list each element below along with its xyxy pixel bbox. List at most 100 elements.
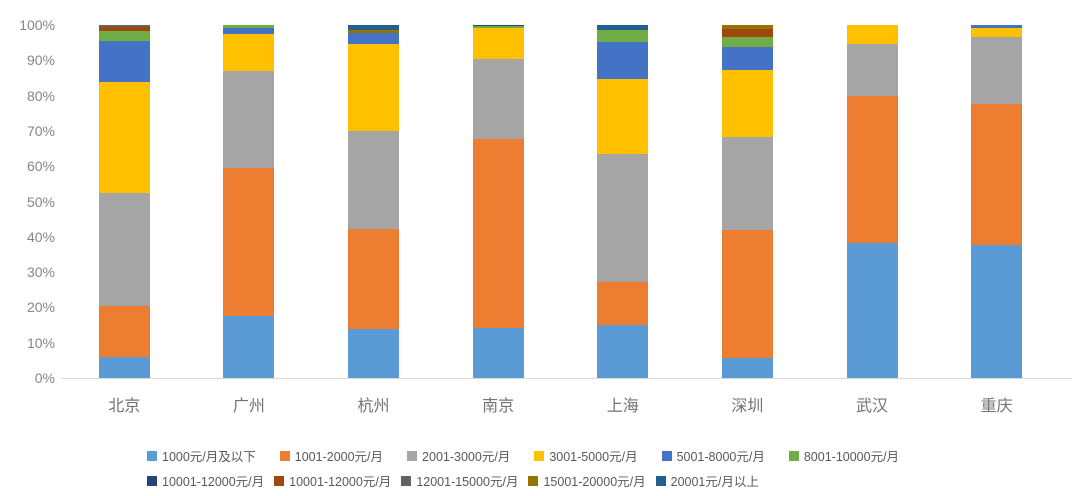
category-label: 武汉 bbox=[856, 398, 889, 415]
bar-segment bbox=[223, 27, 275, 34]
bar-segment bbox=[971, 25, 1023, 28]
legend-swatch bbox=[534, 450, 545, 461]
legend-label: 10001-12000元/月 bbox=[289, 475, 392, 489]
bar-segment bbox=[98, 25, 150, 27]
bar-segment bbox=[472, 139, 524, 328]
bar-segment bbox=[846, 95, 898, 244]
legend-item: 5001-8000元/月 bbox=[661, 446, 765, 465]
bar-segment bbox=[348, 328, 400, 378]
legend-swatch bbox=[147, 450, 157, 461]
y-tick-label: 60% bbox=[26, 158, 55, 175]
y-tick-label: 100% bbox=[19, 17, 55, 33]
bar-segment bbox=[223, 25, 275, 28]
legend-item: 3001-5000元/月 bbox=[534, 446, 638, 465]
legend-item: 1001-2000元/月 bbox=[279, 446, 384, 465]
legend-swatch bbox=[279, 450, 290, 461]
legend-label: 5001-8000元/月 bbox=[676, 450, 765, 464]
bar-segment bbox=[721, 28, 773, 37]
legend-label: 20001元/月以上 bbox=[670, 475, 759, 489]
legend-item: 20001元/月以上 bbox=[655, 471, 759, 490]
stacked-bar-4 bbox=[472, 25, 524, 378]
y-tick-label: 90% bbox=[26, 52, 55, 69]
category-label: 上海 bbox=[606, 398, 639, 415]
category-slot bbox=[187, 25, 312, 378]
category-slot bbox=[311, 25, 436, 378]
x-axis-labels: 北京 广州 杭州 南京 上海 深圳 武汉 重庆 bbox=[62, 392, 1059, 416]
y-tick-label: 0% bbox=[34, 370, 55, 386]
bar-segment bbox=[721, 229, 773, 358]
legend-label: 15001-20000元/月 bbox=[543, 475, 646, 489]
y-axis: 0% 10% 20% 30% 40% 50% 60% 70% 80% 90% 100% bbox=[0, 17, 55, 386]
bar-segment bbox=[98, 192, 150, 306]
y-tick-label: 70% bbox=[26, 122, 55, 139]
bar-segment bbox=[971, 104, 1023, 245]
bar-segment bbox=[223, 167, 275, 317]
bar-segment bbox=[597, 25, 649, 30]
legend-item: 2001-3000元/月 bbox=[407, 446, 510, 465]
legend-row-2: 10001-12000元/月 10001-12000元/月 12001-15000元… bbox=[147, 471, 759, 490]
plot-area bbox=[62, 25, 1059, 378]
bar-segment bbox=[98, 356, 150, 378]
category-slot bbox=[685, 25, 810, 378]
stacked-bar-5 bbox=[597, 25, 649, 378]
stacked-bar-2 bbox=[223, 25, 275, 378]
bar-segment bbox=[223, 70, 275, 168]
bar-segment bbox=[721, 357, 773, 378]
bar-segment bbox=[472, 27, 524, 60]
legend-label: 8001-10000元/月 bbox=[803, 450, 900, 464]
y-tick-label: 30% bbox=[26, 264, 55, 281]
category-slot bbox=[561, 25, 686, 378]
stacked-bar-7 bbox=[846, 25, 898, 378]
bar-segment bbox=[348, 44, 400, 131]
legend-label: 1001-2000元/月 bbox=[294, 450, 384, 464]
bar-segment bbox=[98, 81, 150, 193]
bar-segment bbox=[597, 42, 649, 80]
y-tick-label: 10% bbox=[26, 334, 55, 351]
legend-swatch bbox=[655, 475, 666, 486]
bar-segment bbox=[597, 325, 649, 378]
bar-segment bbox=[721, 47, 773, 70]
stacked-bar-3 bbox=[348, 25, 400, 378]
legend-item: 12001-15000元/月 bbox=[401, 471, 518, 490]
bar-segment bbox=[98, 305, 150, 357]
bar-segment bbox=[472, 327, 524, 378]
bar-segment bbox=[846, 44, 898, 96]
legend-swatch bbox=[401, 475, 412, 486]
bar-segment bbox=[348, 33, 400, 45]
y-tick-label: 80% bbox=[26, 87, 55, 104]
bar-segment bbox=[472, 59, 524, 140]
category-slot bbox=[810, 25, 935, 378]
legend-row-1: 1000元/月及以下 1001-2000元/月 2001-3000元/月 3001-5… bbox=[147, 446, 899, 465]
bar-segment bbox=[971, 37, 1023, 105]
legend-swatch bbox=[407, 450, 418, 461]
bar-segment bbox=[721, 69, 773, 138]
bar-segment bbox=[971, 27, 1023, 38]
bar-segment bbox=[971, 244, 1023, 378]
bar-segment bbox=[721, 137, 773, 230]
legend-label: 12001-15000元/月 bbox=[416, 475, 519, 489]
bar-segment bbox=[721, 25, 773, 29]
bar-segment bbox=[348, 25, 400, 30]
stacked-bar-1 bbox=[98, 25, 150, 378]
legend-label: 10001-12000元/月 bbox=[162, 475, 265, 489]
bar-segment bbox=[597, 153, 649, 282]
legend-item: 8001-10000元/月 bbox=[788, 446, 900, 465]
bar-segment bbox=[98, 40, 150, 82]
bar-segment bbox=[597, 30, 649, 43]
x-axis-line bbox=[62, 378, 1072, 379]
legend-swatch bbox=[528, 475, 539, 486]
bar-segment bbox=[597, 79, 649, 154]
stacked-bar-6 bbox=[721, 25, 773, 378]
legend-label: 3001-5000元/月 bbox=[549, 450, 638, 464]
bar-segment bbox=[846, 243, 898, 378]
legend-item: 10001-12000元/月 bbox=[274, 471, 391, 490]
legend-item: 1000元/月及以下 bbox=[147, 446, 256, 465]
category-slot bbox=[62, 25, 187, 378]
category-label: 广州 bbox=[232, 398, 265, 415]
legend-label: 2001-3000元/月 bbox=[422, 450, 511, 464]
legend-swatch bbox=[274, 475, 285, 486]
legend-item: 10001-12000元/月 bbox=[147, 471, 264, 490]
bars-row bbox=[62, 25, 1059, 378]
legend-item: 15001-20000元/月 bbox=[528, 471, 646, 490]
bar-segment bbox=[846, 25, 898, 45]
